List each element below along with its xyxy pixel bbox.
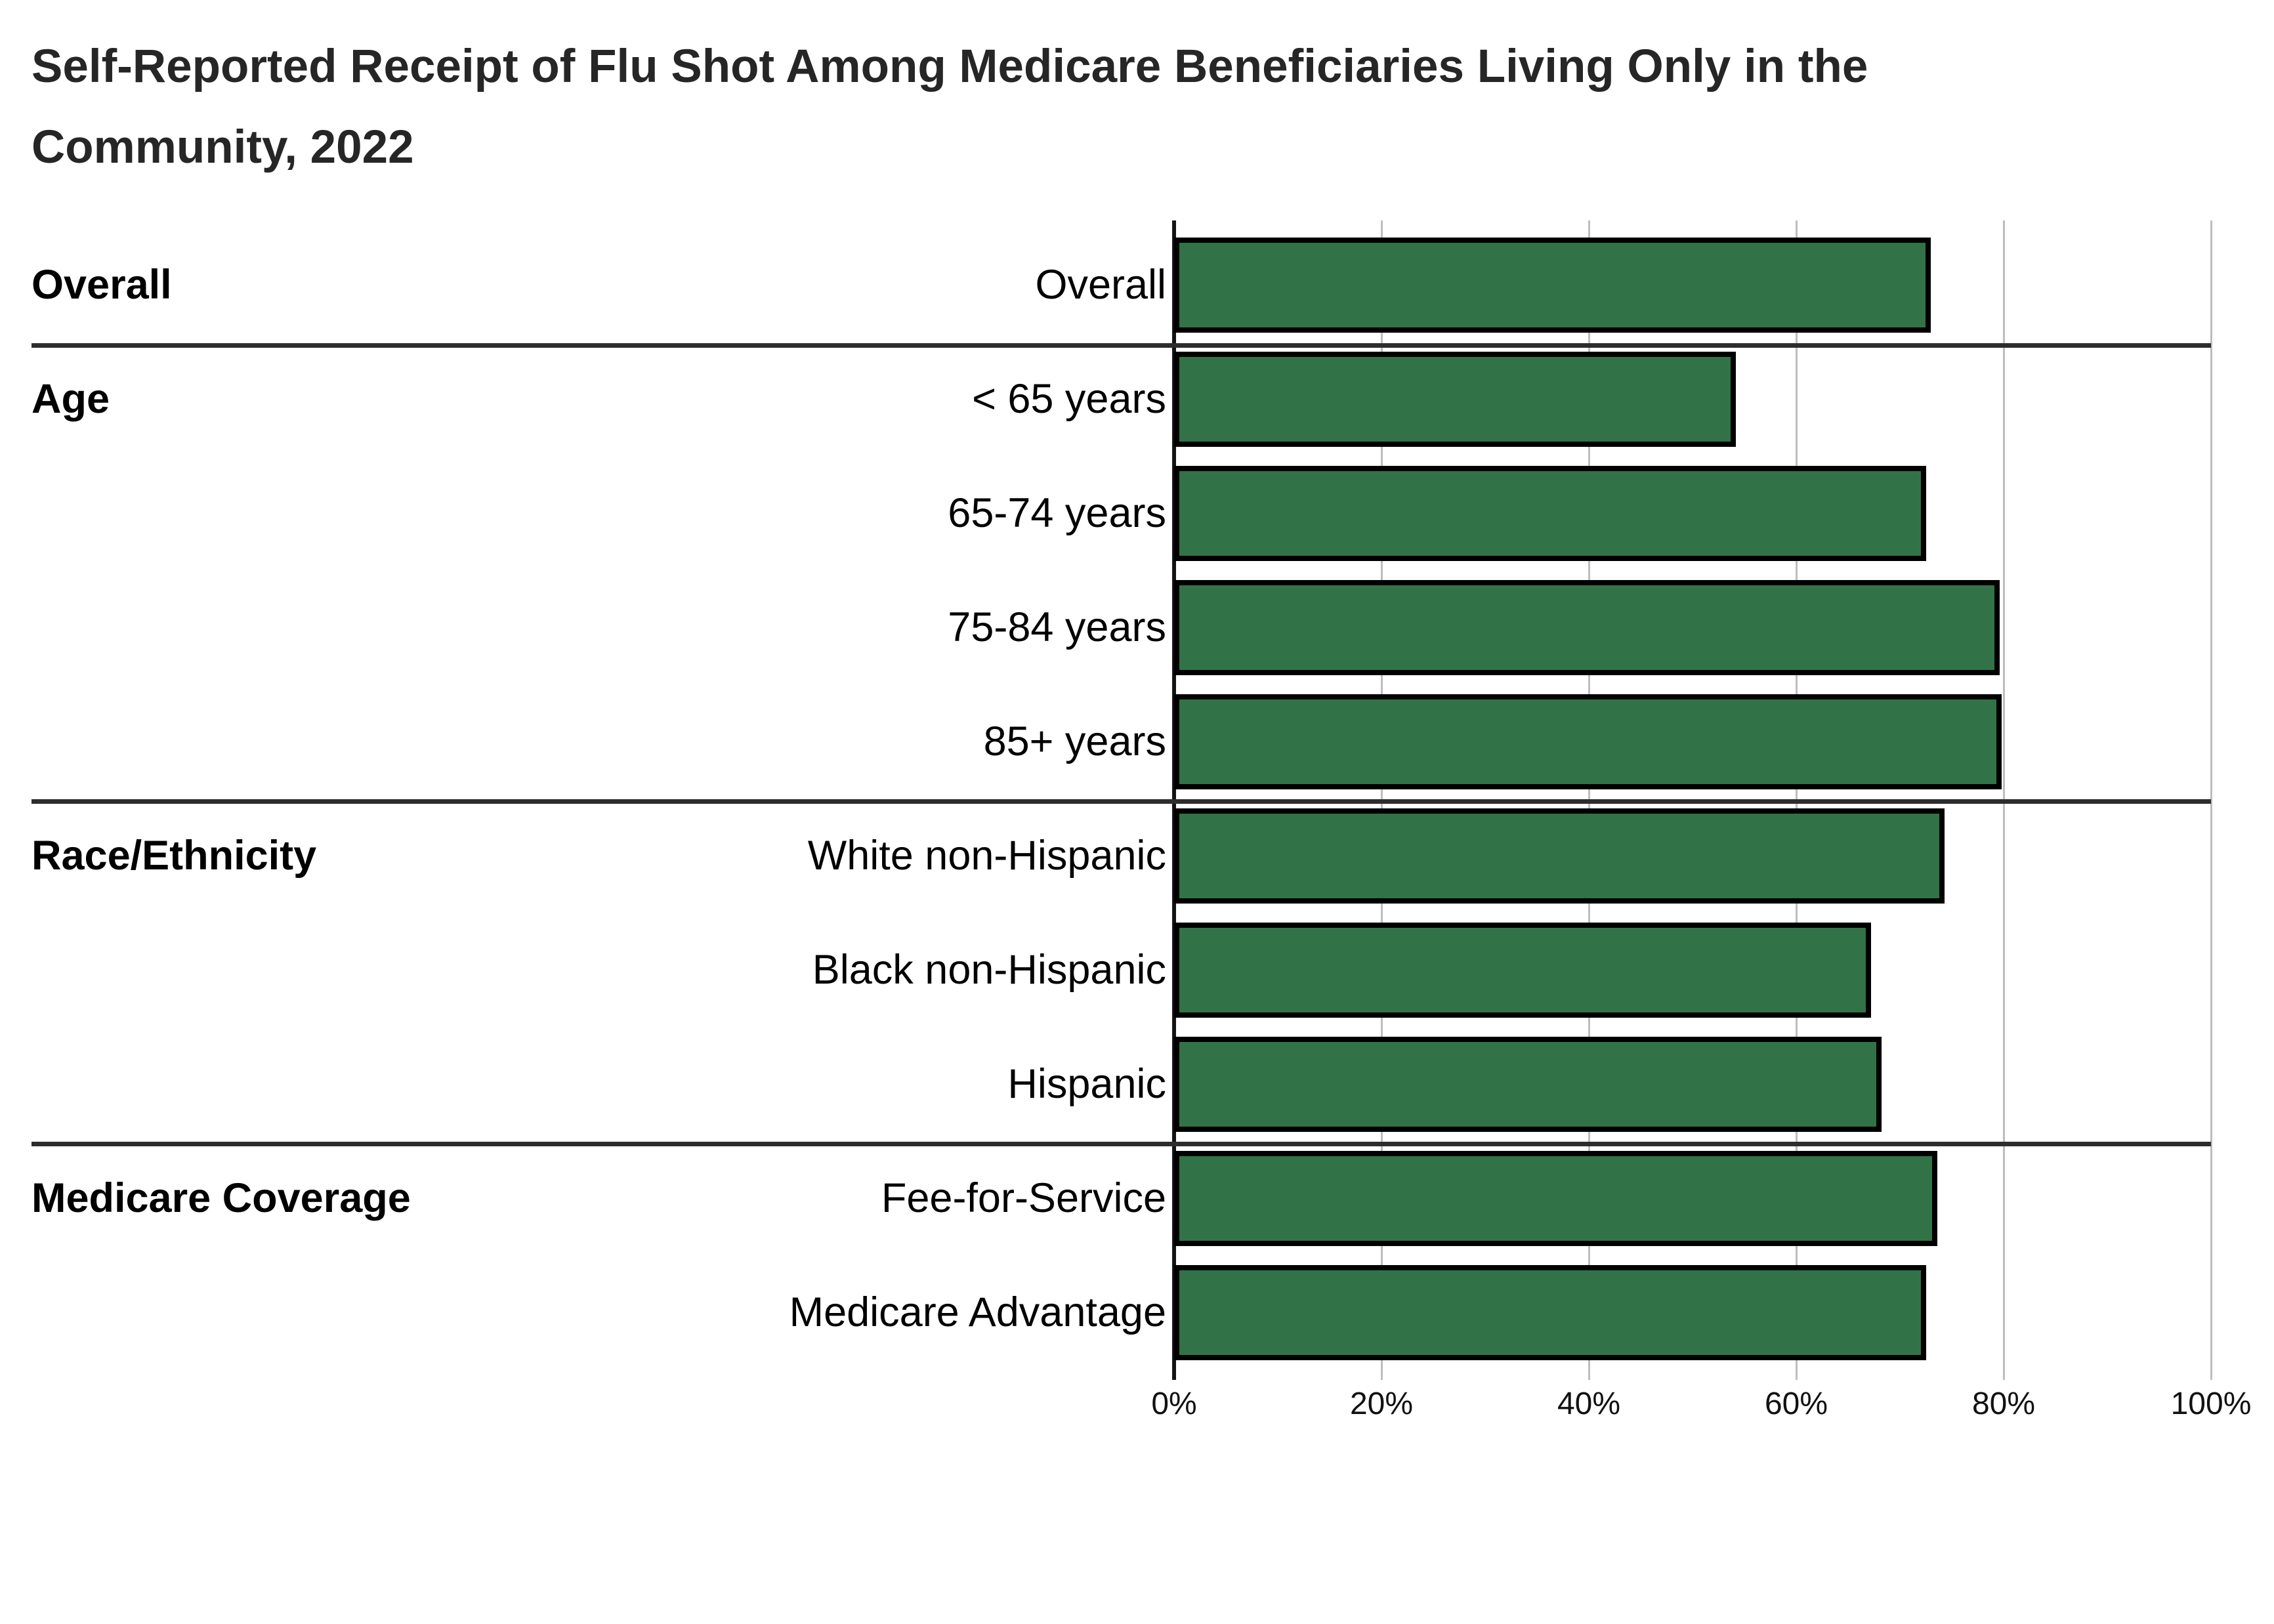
section-separator-2 (32, 799, 2211, 804)
chart-title-line1: Self-Reported Receipt of Flu Shot Among … (32, 41, 1868, 93)
bar-medicare-advantage[interactable] (1174, 1265, 1926, 1360)
x-tick-label-80: 80% (1971, 1386, 2036, 1421)
group-label-overall: Overall (32, 262, 172, 308)
section-separator-3 (32, 1142, 2211, 1146)
chart-title: Self-Reported Receipt of Flu Shot Among … (32, 26, 2223, 188)
bar-label-65-74-years: 65-74 years (948, 490, 1166, 536)
bar-85-years[interactable] (1174, 694, 2002, 789)
bar-black-non-hispanic[interactable] (1174, 923, 1871, 1018)
group-label-medicare-coverage: Medicare Coverage (32, 1175, 411, 1221)
bar-65-74-years[interactable] (1174, 466, 1926, 561)
bar-label-overall: Overall (1035, 262, 1166, 308)
section-separator-1 (32, 343, 2211, 348)
bar-fee-for-service[interactable] (1174, 1151, 1937, 1246)
group-label-race-ethnicity: Race/Ethnicity (32, 833, 317, 879)
x-tick-label-100: 100% (2170, 1386, 2252, 1421)
chart-title-line2: Community, 2022 (32, 121, 414, 173)
x-tick-label-20: 20% (1349, 1386, 1414, 1421)
bar-hispanic[interactable] (1174, 1037, 1882, 1132)
bar-label-65-years: < 65 years (972, 376, 1166, 422)
bar-label-75-84-years: 75-84 years (948, 604, 1166, 650)
bar-label-black-non-hispanic: Black non-Hispanic (812, 947, 1166, 993)
bar-white-non-hispanic[interactable] (1174, 808, 1945, 904)
gridline-100 (2210, 220, 2212, 1380)
bar-label-medicare-advantage: Medicare Advantage (789, 1289, 1166, 1335)
bar-65-years[interactable] (1174, 352, 1737, 447)
bar-label-fee-for-service: Fee-for-Service (881, 1175, 1166, 1221)
bar-label-85-years: 85+ years (983, 718, 1166, 764)
x-tick-label-40: 40% (1557, 1386, 1621, 1421)
bar-overall[interactable] (1174, 238, 1931, 333)
bar-label-white-non-hispanic: White non-Hispanic (807, 833, 1166, 879)
group-label-age: Age (32, 376, 110, 422)
x-tick-label-0: 0% (1151, 1386, 1197, 1421)
x-tick-label-60: 60% (1764, 1386, 1828, 1421)
bar-75-84-years[interactable] (1174, 580, 2000, 675)
bar-label-hispanic: Hispanic (1007, 1061, 1166, 1107)
